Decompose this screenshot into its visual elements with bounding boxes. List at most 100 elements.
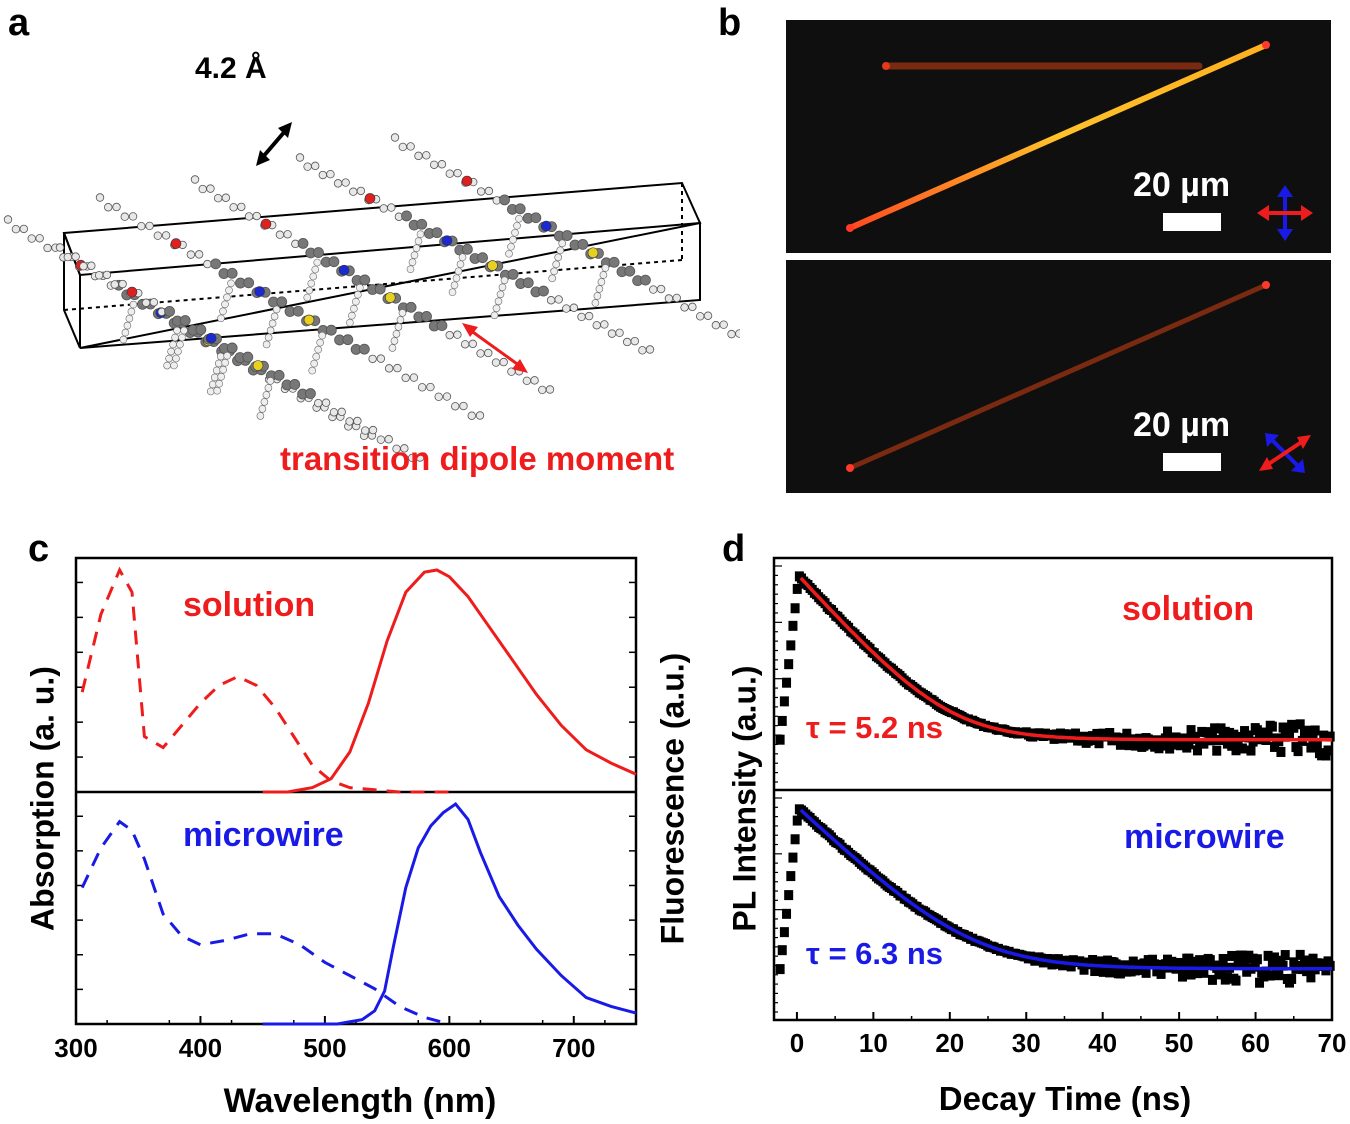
atom [467,411,476,420]
panel-b-label: b [718,2,742,44]
atom [703,311,713,320]
atom [305,388,316,399]
data-point [1218,731,1228,742]
heteroatom [364,193,376,204]
side-chain-atom [313,258,322,267]
atom [55,243,65,252]
side-chain-atom [350,304,358,313]
data-point [1252,954,1262,965]
atom [237,202,246,212]
atom [401,373,410,383]
atom [429,160,439,169]
side-chain-atom [312,352,321,361]
atom [221,193,231,202]
atom [645,345,655,354]
atom [727,329,736,339]
molecular-packing-diagram [3,122,740,463]
pl-intensity-axis-label: PL Intensity (a.u.) [726,665,763,932]
side-chain-atom [396,316,405,324]
x-tick-label: 300 [54,1033,97,1063]
atom [484,186,494,196]
data-point [1233,959,1243,970]
data-point [1240,960,1250,971]
data-point [1237,950,1247,961]
side-chain-atom [454,267,463,276]
data-point [788,620,798,631]
side-chain-atom [318,331,327,340]
heteroatom [587,247,599,259]
atom [226,342,238,354]
atom [719,320,728,329]
data-point [1177,971,1187,982]
data-point [1323,745,1333,756]
data-point [1128,956,1138,967]
atom [313,247,324,258]
data-point [1115,968,1125,979]
data-point [779,927,789,938]
data-point [1231,975,1241,986]
micrograph-bottom-wires [846,281,1270,472]
data-point [1304,959,1314,970]
atom [244,212,254,221]
data-point [1263,729,1273,740]
atom [561,230,573,241]
scale-bar-bottom [1163,453,1221,471]
atom [368,425,378,435]
side-chain-atom [490,311,499,320]
side-chain-atom [601,264,610,272]
atom [3,215,13,224]
atom [35,234,44,243]
heteroatom [170,238,182,249]
atom [416,218,428,230]
data-point [1156,968,1166,979]
data-point [1265,970,1275,981]
atom [141,298,151,307]
data-point [1175,957,1185,968]
data-point [1158,740,1168,751]
side-chain-atom [450,281,459,290]
data-point [1280,950,1290,961]
side-chain-atom [212,366,221,375]
atom [453,168,462,178]
atom [499,357,508,367]
data-point [775,964,785,975]
atom [569,303,579,312]
side-chain-atom [219,365,227,374]
atom [538,385,547,395]
data-point [792,583,802,594]
atom [453,330,462,339]
atom [545,385,555,394]
x-tick-label: 600 [428,1033,471,1063]
data-point [779,696,789,707]
side-chain-atom [163,361,171,370]
side-chain-atom [217,314,225,323]
solution-label-c: solution [183,586,316,624]
x-tick-label: 10 [859,1028,888,1058]
data-point [1218,953,1228,964]
atom [468,339,478,349]
data-point [1289,722,1299,733]
atom [358,343,370,355]
data-point [1184,739,1194,750]
heteroatom [487,260,498,271]
atom [326,169,335,179]
atom [275,230,285,239]
x-tick-label: 0 [790,1028,804,1058]
side-chain-atom [127,307,136,316]
atom [120,212,129,221]
atom [390,133,400,142]
atom [283,230,292,239]
data-point [788,852,798,863]
spectra-chart: 300 400 500 600 700 [54,556,638,1063]
side-chain-atom [552,260,561,269]
data-point [1227,950,1237,961]
atom [592,321,601,330]
side-chain-atom [492,304,501,313]
data-point [1282,726,1292,737]
side-chain-atom [258,405,267,413]
side-chain-atom [498,283,507,292]
side-chain-atom [170,361,178,370]
data-point [784,659,794,670]
x-tick-label: 50 [1165,1028,1194,1058]
data-point [1302,966,1312,977]
